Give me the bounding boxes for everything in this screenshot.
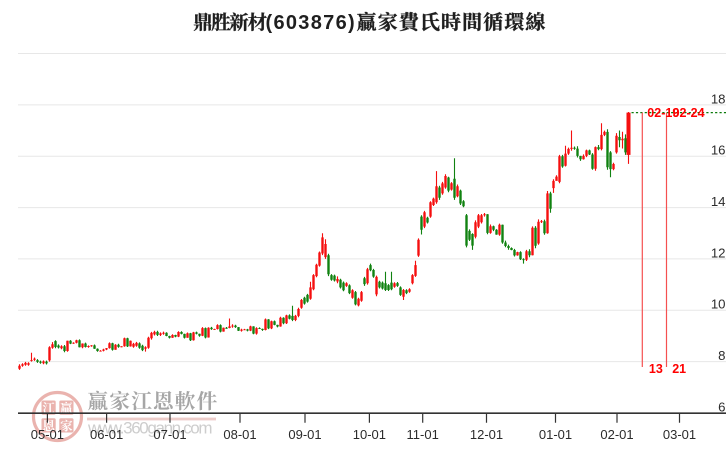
svg-text:14: 14 (711, 194, 726, 209)
svg-text:08-01: 08-01 (223, 427, 256, 442)
svg-text:01-01: 01-01 (539, 427, 572, 442)
svg-text:10-01: 10-01 (353, 427, 386, 442)
svg-text:02-19: 02-19 (647, 106, 679, 120)
svg-text:09-01: 09-01 (288, 427, 321, 442)
svg-text:21: 21 (672, 362, 686, 376)
svg-text:18: 18 (711, 91, 726, 106)
svg-text:02-01: 02-01 (600, 427, 633, 442)
svg-text:8: 8 (718, 348, 725, 363)
svg-text:10: 10 (711, 297, 726, 312)
svg-text:www.360gann.com: www.360gann.com (87, 419, 213, 438)
svg-text:11-01: 11-01 (407, 427, 439, 442)
svg-text:07-01: 07-01 (153, 427, 186, 442)
svg-text:13: 13 (649, 362, 663, 376)
svg-text:03-01: 03-01 (663, 427, 696, 442)
svg-text:12: 12 (711, 245, 726, 260)
svg-text:12-01: 12-01 (470, 427, 503, 442)
svg-text:16: 16 (711, 143, 726, 158)
svg-text:6: 6 (718, 399, 725, 414)
svg-text:06-01: 06-01 (90, 427, 123, 442)
svg-text:05-01: 05-01 (31, 427, 64, 442)
svg-text:(603876): (603876) (266, 12, 356, 34)
svg-text:02-24: 02-24 (673, 106, 705, 120)
